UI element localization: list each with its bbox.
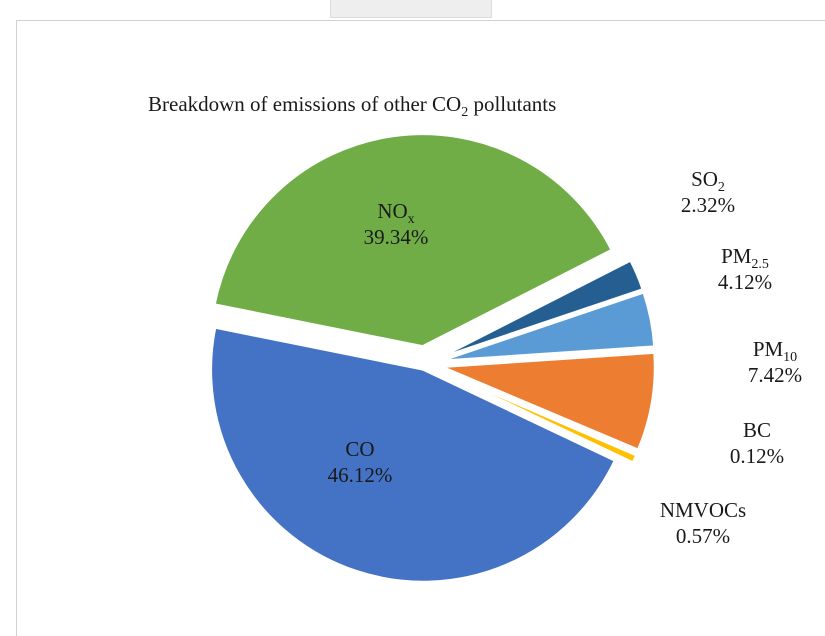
slice-value-co: 46.12% <box>328 463 393 487</box>
slice-value-nmvocs: 0.57% <box>676 524 730 548</box>
slice-value-pm10: 7.42% <box>748 363 802 387</box>
pie-slice-pm10 <box>442 351 656 451</box>
top-bar-handle[interactable] <box>330 0 492 18</box>
slice-value-so2: 2.32% <box>681 193 735 217</box>
slice-label-nox: NOx <box>377 199 414 227</box>
slice-label-pm25: PM2.5 <box>721 244 769 272</box>
pie-slice-pm25 <box>442 291 656 362</box>
slice-value-nox: 39.34% <box>364 225 429 249</box>
pie-slice-co <box>210 326 616 583</box>
slice-value-pm25: 4.12% <box>718 270 772 294</box>
slice-label-co: CO <box>345 437 374 461</box>
pie-slice-so2 <box>441 259 644 358</box>
slice-label-nmvocs: NMVOCs <box>660 498 746 522</box>
slice-label-bc: BC <box>743 418 771 442</box>
slice-label-pm10: PM10 <box>753 337 797 365</box>
slice-label-so2: SO2 <box>691 167 725 195</box>
chart-title: Breakdown of emissions of other CO2 poll… <box>148 92 556 120</box>
top-bar <box>0 0 825 20</box>
pie-slices <box>210 133 656 583</box>
slice-value-bc: 0.12% <box>730 444 784 468</box>
pie-slice-nox <box>213 133 613 348</box>
chart-frame <box>16 20 825 636</box>
pie-slice-nmvocs <box>440 370 638 464</box>
